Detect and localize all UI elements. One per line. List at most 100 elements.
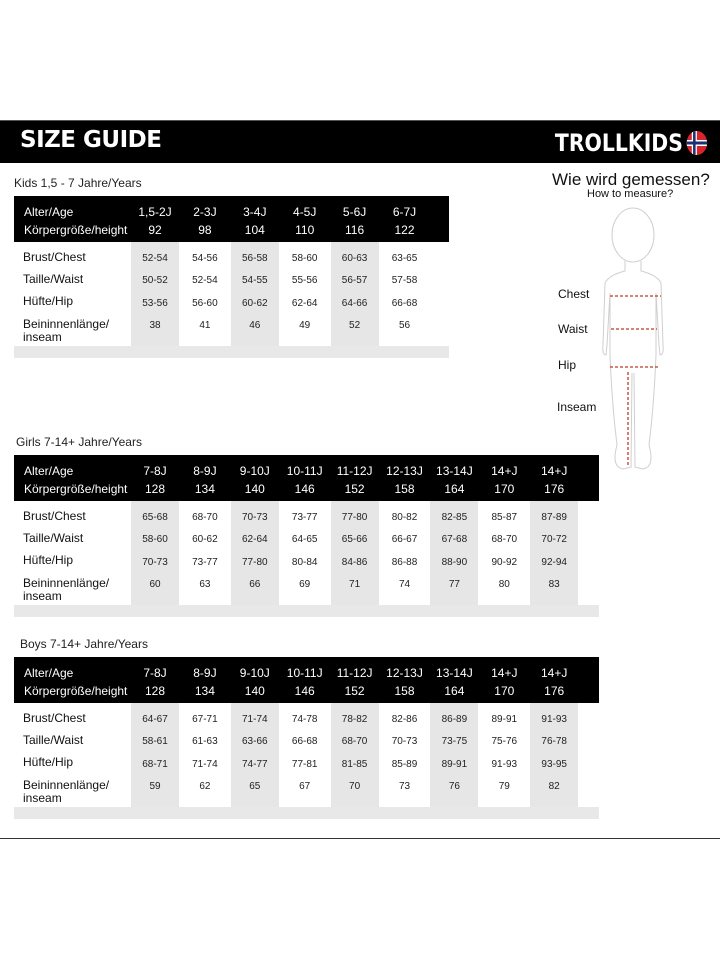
height-cell: 98 (198, 223, 212, 237)
table-column (330, 501, 379, 605)
hip-cell: 60-62 (242, 297, 268, 309)
inseam-cell: 82 (548, 780, 560, 792)
age-cell: 4-5J (293, 205, 317, 219)
inseam-row-label: Beininnenlänge/inseam (23, 318, 109, 344)
inseam-label-line1: Beininnenlänge/ (23, 778, 110, 792)
age-row-label: Alter/Age (24, 666, 74, 680)
age-cell: 12-13J (386, 464, 423, 478)
chest-cell: 67-71 (192, 714, 218, 725)
chest-cell: 82-85 (441, 512, 468, 523)
chest-cell: 85-87 (491, 512, 518, 523)
waist-cell: 55-56 (291, 275, 318, 287)
chest-cell: 77-80 (341, 512, 368, 523)
inseam-cell: 67 (299, 780, 311, 792)
table-column (230, 703, 279, 807)
table-column (230, 501, 279, 605)
height-cell: 164 (444, 482, 465, 496)
age-cell: 9-10J (239, 666, 270, 680)
inseam-cell: 60 (149, 578, 161, 590)
waist-cell: 61-63 (192, 736, 218, 748)
waist-cell: 66-68 (291, 736, 318, 748)
chest-cell: 54-56 (192, 253, 218, 264)
hip-cell: 77-80 (242, 556, 268, 568)
waist-label: Waist (558, 322, 588, 336)
brand-name: TROLLKIDS (555, 129, 684, 157)
age-cell: 5-6J (342, 205, 367, 219)
inseam-cell: 59 (149, 780, 161, 792)
waist-cell: 68-70 (491, 534, 518, 546)
height-row-label: Körpergröße/height (24, 684, 128, 698)
table-column (530, 501, 579, 605)
waist-cell: 70-72 (541, 534, 567, 546)
height-cell: 110 (295, 223, 315, 237)
height-cell: 146 (294, 684, 315, 698)
norway-flag-icon (686, 131, 708, 155)
table-column (430, 703, 479, 807)
chest-cell: 56-58 (242, 253, 268, 264)
waist-cell: 57-58 (391, 275, 418, 287)
inseam-cell: 73 (398, 780, 411, 792)
height-cell: 140 (244, 684, 265, 698)
inseam-cell: 49 (299, 319, 311, 331)
age-cell: 11-12J (336, 666, 373, 680)
inseam-cell: 79 (498, 780, 510, 792)
hip-cell: 86-88 (391, 556, 418, 568)
hip-row-label: Hüfte/Hip (23, 755, 74, 769)
height-cell: 134 (194, 482, 215, 496)
height-cell: 122 (394, 223, 415, 237)
inseam-label-line2: inseam (23, 330, 62, 344)
waist-cell: 70-73 (391, 736, 418, 748)
table-column (530, 703, 579, 807)
table-column (230, 242, 279, 346)
header-bar: SIZE GUIDE TROLLKIDS (0, 120, 720, 163)
inseam-cell: 62 (199, 780, 211, 792)
inseam-cell: 41 (199, 319, 211, 331)
age-cell: 3-4J (243, 205, 267, 219)
table-body (14, 703, 600, 807)
table-column (430, 501, 479, 605)
chest-cell: 70-73 (242, 512, 268, 523)
age-cell: 14+J (491, 666, 518, 680)
table-column (330, 242, 379, 346)
table-footer-band (14, 346, 450, 358)
height-cell: 104 (244, 223, 265, 237)
waist-cell: 67-68 (441, 534, 468, 546)
waist-cell: 73-75 (441, 736, 468, 748)
table-footer-band (14, 605, 600, 617)
age-cell: 13-14J (436, 666, 473, 680)
inseam-cell: 56 (398, 319, 411, 331)
waist-cell: 76-78 (541, 736, 567, 748)
hip-cell: 81-85 (341, 758, 368, 770)
table-column (131, 703, 179, 807)
chest-cell: 91-93 (541, 714, 567, 725)
hip-cell: 70-73 (142, 556, 168, 568)
chest-row-label: Brust/Chest (23, 250, 86, 264)
height-cell: 146 (294, 482, 315, 496)
inseam-cell: 52 (349, 319, 361, 331)
inseam-cell: 65 (249, 780, 261, 792)
waist-cell: 63-66 (242, 736, 268, 748)
inseam-cell: 76 (448, 780, 460, 792)
waist-cell: 54-55 (242, 275, 268, 287)
inseam-cell: 83 (548, 578, 560, 590)
chest-cell: 58-60 (291, 253, 318, 264)
hip-row-label: Hüfte/Hip (23, 294, 74, 308)
height-cell: 92 (148, 223, 162, 237)
height-cell: 170 (494, 684, 515, 698)
inseam-cell: 66 (249, 578, 261, 590)
height-cell: 164 (444, 684, 465, 698)
inseam-label-line2: inseam (23, 589, 62, 603)
inseam-cell: 69 (299, 578, 311, 590)
height-cell: 176 (544, 684, 565, 698)
waist-cell: 50-52 (142, 275, 168, 287)
waist-cell: 65-66 (341, 534, 368, 546)
age-row-label: Alter/Age (24, 464, 74, 478)
inseam-cell: 63 (199, 578, 211, 590)
hip-cell: 93-95 (541, 758, 567, 770)
inseam-label-line1: Beininnenlänge/ (23, 576, 110, 590)
chest-label: Chest (558, 287, 590, 301)
hip-cell: 56-60 (192, 297, 218, 309)
age-cell: 13-14J (436, 464, 473, 478)
waist-cell: 68-70 (341, 736, 368, 748)
inseam-cell: 77 (448, 578, 460, 590)
